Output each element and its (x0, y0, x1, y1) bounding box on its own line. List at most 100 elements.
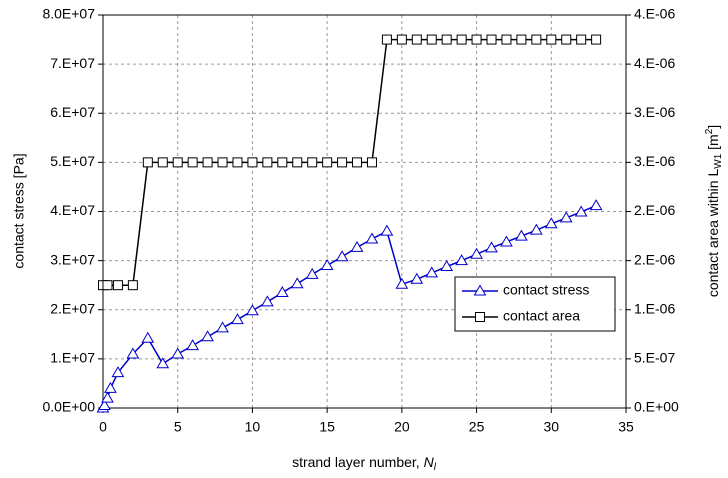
data-point (247, 157, 258, 168)
data-point (261, 295, 274, 307)
y-tick-label: 7.E+07 (50, 55, 95, 71)
x-tick-label: 25 (469, 419, 485, 435)
data-point (352, 157, 363, 168)
data-point (322, 157, 333, 168)
data-point (187, 157, 198, 168)
y2-tick-label: 3.E-06 (634, 153, 675, 169)
plot-frame (102, 14, 627, 409)
legend-box (454, 276, 616, 332)
y2-tick-label: 1.E-06 (634, 300, 675, 316)
data-point (126, 347, 140, 359)
data-point (395, 277, 409, 289)
data-point (380, 224, 394, 236)
data-point (216, 321, 229, 333)
data-point (366, 157, 377, 168)
data-point (202, 157, 213, 168)
legend-marker (475, 312, 485, 322)
data-point (471, 34, 482, 45)
data-point (559, 211, 573, 223)
x-tick-label: 10 (245, 419, 261, 435)
data-point (172, 157, 183, 168)
data-point (335, 250, 349, 262)
data-point (307, 157, 318, 168)
data-point (574, 205, 588, 217)
data-point (501, 34, 512, 45)
y2-tick-label: 4.E-06 (634, 6, 675, 22)
y-tick-label: 1.E+07 (50, 350, 95, 366)
data-point (470, 247, 483, 259)
data-point (112, 280, 123, 291)
data-point (544, 217, 558, 229)
y2-tick-label: 0.E+00 (634, 399, 679, 415)
data-point (104, 381, 117, 393)
data-point (305, 267, 319, 279)
data-point (277, 157, 288, 168)
data-point (102, 280, 113, 291)
x-tick-label: 15 (319, 419, 335, 435)
data-point (201, 330, 214, 342)
data-point (486, 34, 497, 45)
data-point (411, 34, 422, 45)
data-point (455, 254, 468, 266)
data-point (531, 34, 542, 45)
data-point (142, 157, 153, 168)
x-tick-label: 35 (618, 419, 634, 435)
data-point (186, 339, 200, 351)
y-tick-label: 8.0E+07 (42, 6, 95, 22)
data-point (127, 280, 138, 291)
x-tick-label: 30 (543, 419, 559, 435)
data-point (217, 157, 228, 168)
y-tick-label: 6.E+07 (50, 104, 95, 120)
data-point (576, 34, 587, 45)
y-tick-label: 2.E+07 (50, 300, 95, 316)
y2-tick-label: 4.E-06 (634, 55, 675, 71)
data-point (262, 157, 273, 168)
data-point (396, 34, 407, 45)
data-point (589, 199, 603, 211)
data-point (292, 157, 303, 168)
data-point (591, 34, 602, 45)
legend-label: contact area (503, 308, 580, 324)
data-point (156, 357, 170, 369)
data-point (246, 304, 259, 316)
legend-marker (473, 284, 487, 296)
data-point (485, 241, 498, 253)
y-tick-label: 4.E+07 (50, 202, 95, 218)
y2-tick-label: 5.E-07 (634, 350, 675, 366)
data-point (440, 260, 454, 272)
data-point (101, 391, 114, 403)
data-point (337, 157, 348, 168)
data-point (426, 34, 437, 45)
data-point (381, 34, 392, 45)
y-tick-label: 0.0E+00 (42, 399, 95, 415)
data-point (500, 235, 513, 247)
data-point (320, 259, 334, 271)
data-point (529, 223, 543, 235)
data-point (350, 240, 364, 252)
x-tick-label: 5 (174, 419, 182, 435)
data-point (456, 34, 467, 45)
data-point (546, 34, 557, 45)
data-point (231, 313, 244, 325)
data-point (441, 34, 452, 45)
data-point (98, 399, 111, 411)
data-point (171, 347, 185, 359)
y2-tick-label: 2.E-06 (634, 251, 675, 267)
data-point (111, 366, 125, 378)
data-point (232, 157, 243, 168)
data-point (141, 331, 155, 343)
y2-axis-label: contact area within LW1 [m2] (704, 125, 724, 297)
x-axis-label: strand layer number, Nl (292, 454, 437, 473)
data-point (275, 286, 289, 298)
y2-tick-label: 3.E-06 (634, 104, 675, 120)
x-tick-label: 20 (394, 419, 410, 435)
x-tick-label: 0 (99, 419, 107, 435)
data-point (425, 266, 439, 278)
y2-tick-label: 2.E-06 (634, 202, 675, 218)
data-point (515, 229, 528, 241)
data-point (157, 157, 168, 168)
data-point (561, 34, 572, 45)
legend-label: contact stress (503, 282, 589, 298)
data-point (516, 34, 527, 45)
